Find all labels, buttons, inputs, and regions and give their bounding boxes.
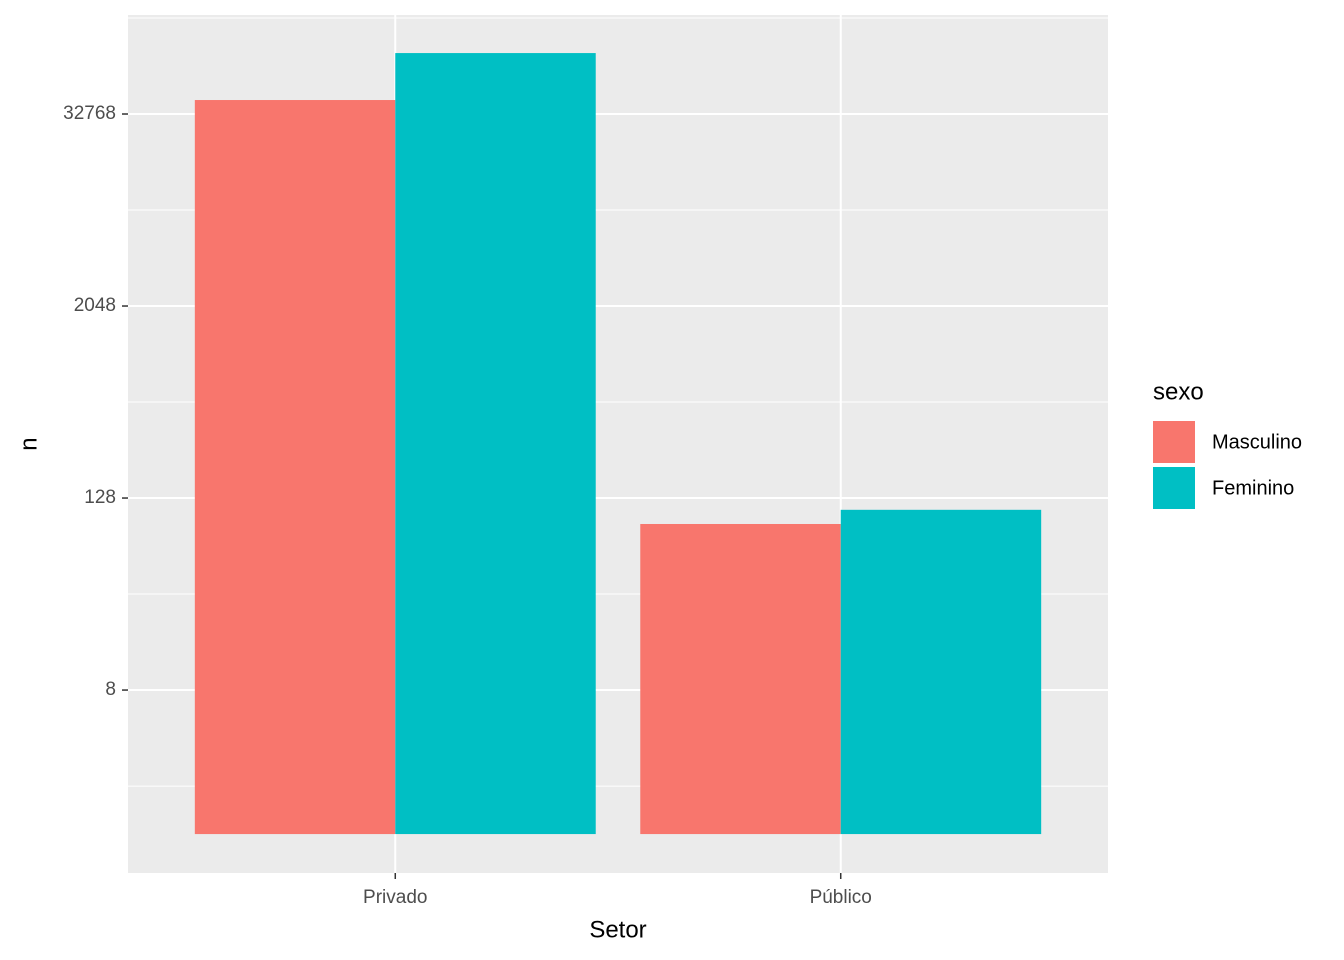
x-tick-label: Público — [810, 887, 872, 908]
bars — [194, 53, 1042, 835]
legend-title: sexo — [1153, 378, 1204, 405]
x-axis-title: Setor — [589, 916, 646, 943]
y-axis-title: n — [15, 437, 42, 450]
bar — [840, 509, 1042, 835]
x-tick-label: Privado — [363, 887, 427, 908]
legend-label: Masculino — [1212, 431, 1302, 453]
bar — [640, 523, 841, 835]
legend-key — [1153, 467, 1195, 509]
legend-key — [1153, 421, 1195, 463]
y-tick-label: 32768 — [63, 103, 116, 124]
y-tick-label: 2048 — [74, 295, 116, 316]
y-tick-label: 8 — [105, 679, 116, 700]
legend-label: Feminino — [1212, 477, 1294, 499]
bar — [194, 100, 396, 835]
bar — [395, 53, 596, 835]
y-tick-label: 128 — [84, 487, 116, 508]
